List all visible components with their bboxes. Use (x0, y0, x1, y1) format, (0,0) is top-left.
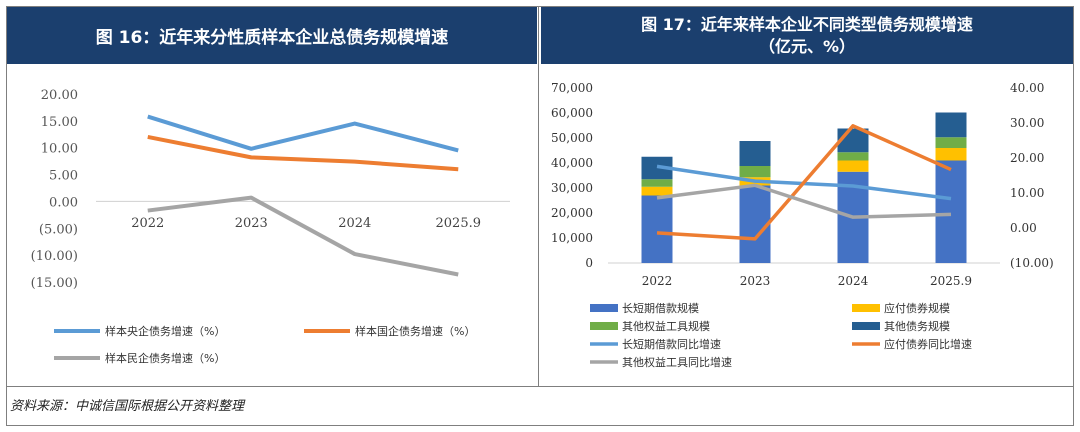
x-tick-label: 2025.9 (436, 216, 482, 231)
bar-segment-2 (935, 137, 967, 148)
right-chart-title-line2: （亿元、%） (758, 36, 856, 56)
y-tick-label: (5.00) (39, 222, 78, 237)
legend-swatch (852, 304, 880, 312)
right-combo-chart: 70,000 60,000 50,000 40,000 30,000 20,000 10,0… (551, 81, 1054, 369)
y-left-tick-label: 70,000 (551, 81, 593, 95)
bar-segment-3 (739, 141, 771, 166)
growth-line-1 (656, 124, 952, 241)
y-tick-label: 10.00 (41, 142, 78, 157)
x-tick-label: 2024 (338, 216, 371, 231)
left-chart-title-bar: 图 16：近年来分性质样本企业总债务规模增速 (7, 7, 537, 64)
source-note: 资料来源：中诚信国际根据公开资料整理 (10, 399, 245, 414)
bar-segment-0 (739, 185, 771, 263)
y-left-tick-label: 40,000 (551, 156, 593, 170)
y-left-tick-label: 60,000 (551, 106, 593, 120)
y-right-tick-label: 40.00 (1010, 81, 1044, 95)
y-tick-label: 15.00 (41, 115, 78, 130)
legend-label: 其他债务规模 (884, 319, 950, 333)
bar-segment-0 (641, 195, 673, 263)
bar-segment-1 (837, 160, 869, 172)
y-tick-label: 0.00 (49, 195, 78, 210)
right-chart-title-bar: 图 17：近年来样本企业不同类型债务规模增速 （亿元、%） (541, 7, 1073, 64)
legend-label: 应付债券同比增速 (884, 337, 972, 351)
bar-segment-1 (935, 148, 967, 161)
y-tick-label: (10.00) (31, 249, 78, 264)
legend-label: 样本国企债务增速（%） (355, 324, 475, 338)
bar-segment-0 (935, 160, 967, 263)
y-right-tick-label: 10.00 (1010, 186, 1044, 200)
bar-segment-2 (641, 179, 673, 187)
y-left-tick-label: 20,000 (551, 206, 593, 220)
y-tick-label: 20.00 (41, 88, 78, 103)
series-line-2 (147, 195, 459, 277)
y-left-tick-label: 10,000 (551, 231, 593, 245)
bar-segment-3 (935, 112, 967, 138)
x-tick-label: 2023 (235, 216, 268, 231)
y-right-tick-label: (10.00) (1010, 256, 1054, 270)
y-left-tick-label: 50,000 (551, 131, 593, 145)
outer-frame (6, 6, 1074, 426)
left-chart-title: 图 16：近年来分性质样本企业总债务规模增速 (95, 28, 449, 48)
x-tick-label: 2023 (740, 274, 771, 288)
legend-label: 其他权益工具规模 (622, 319, 710, 333)
left-line-chart: 20.00 15.00 10.00 5.00 0.00 (5.00) (10.00) (15.… (31, 88, 510, 365)
y-tick-label: (15.00) (31, 276, 78, 291)
growth-line-2 (656, 183, 952, 219)
x-tick-label: 2024 (838, 274, 869, 288)
x-tick-label: 2022 (642, 274, 673, 288)
legend-label: 样本民企债务增速（%） (105, 351, 225, 365)
y-right-tick-label: 30.00 (1010, 116, 1044, 130)
y-right-tick-label: 0.00 (1010, 221, 1037, 235)
series-line-0 (147, 114, 459, 153)
legend-swatch (590, 304, 618, 312)
panel-divider (538, 6, 539, 386)
bar-segment-2 (837, 152, 869, 161)
legend-label: 长短期借款规模 (622, 301, 699, 315)
x-tick-label: 2022 (131, 216, 164, 231)
right-chart-title-line1: 图 17：近年来样本企业不同类型债务规模增速 (641, 14, 973, 34)
y-right-tick-label: 20.00 (1010, 151, 1044, 165)
y-left-tick-label: 0 (585, 256, 593, 270)
source-divider (6, 386, 1074, 387)
x-tick-label: 2025.9 (930, 274, 972, 288)
y-tick-label: 5.00 (49, 169, 78, 184)
y-left-tick-label: 30,000 (551, 181, 593, 195)
series-line-1 (147, 135, 459, 172)
legend-swatch (852, 322, 880, 330)
bar-segment-2 (739, 166, 771, 178)
legend-label: 长短期借款同比增速 (622, 337, 721, 351)
bar-segment-1 (641, 186, 673, 196)
legend-label: 其他权益工具同比增速 (622, 355, 732, 369)
legend-swatch (590, 322, 618, 330)
legend-label: 样本央企债务增速（%） (105, 324, 225, 338)
legend-label: 应付债券规模 (884, 301, 950, 315)
